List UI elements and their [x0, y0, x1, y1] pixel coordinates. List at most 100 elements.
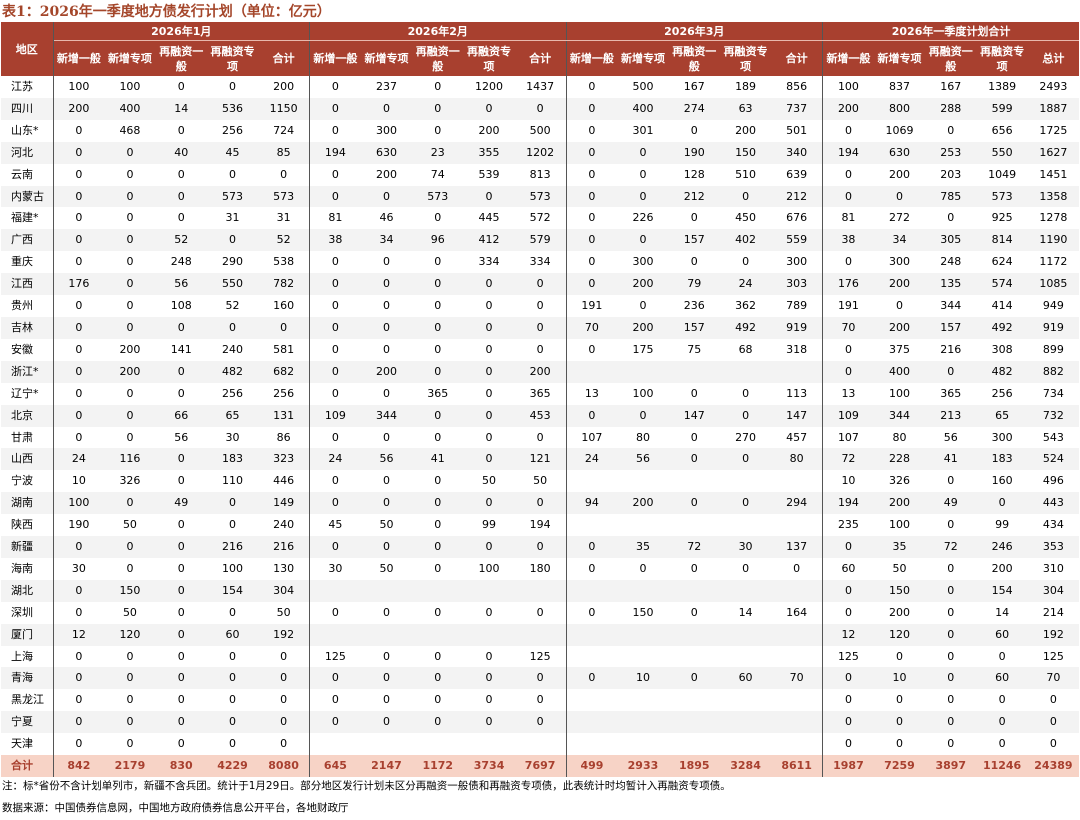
group-header-mar: 2026年3月	[566, 22, 824, 41]
value-cell: 34	[360, 229, 413, 252]
value-cell: 0	[566, 185, 618, 208]
value-cell: 0	[566, 141, 618, 164]
value-cell: 167	[683, 80, 705, 93]
value-cell: 2493	[1039, 80, 1068, 93]
region-cell: 湖南	[1, 492, 54, 515]
value-cell: 0	[514, 273, 567, 296]
region-cell: 云南	[1, 163, 54, 186]
column-header: 新增专项	[104, 40, 156, 76]
value-cell: 10	[841, 474, 856, 488]
value-cell: 200	[360, 360, 413, 383]
value-cell: 0	[514, 426, 567, 449]
value-cell: 0	[177, 474, 185, 488]
value-cell: 0	[434, 255, 442, 269]
value-cell: 0	[742, 561, 750, 575]
value-cell: 256	[991, 386, 1013, 400]
value-cell: 0	[947, 474, 955, 488]
value-cell: 35	[873, 536, 926, 558]
value-cell: 200	[258, 76, 311, 98]
value-cell: 0	[75, 123, 83, 137]
value-cell: 80	[892, 430, 907, 444]
value-cell: 0	[690, 255, 698, 269]
value-cell: 639	[771, 163, 824, 186]
value-cell: 0	[588, 605, 596, 619]
value-cell: 365	[940, 386, 962, 400]
value-cell: 56	[174, 430, 189, 444]
value-cell: 0	[639, 167, 647, 181]
table-row: 新疆 0 0 0 216 216 0 0 0 0 0 0 35 72 30 137 0 35 72 246 353	[1, 536, 1080, 558]
value-cell: 0	[998, 693, 1006, 707]
value-cell: 50	[892, 561, 907, 575]
value-cell: 0	[485, 342, 493, 356]
value-cell: 0	[514, 601, 567, 624]
value-cell: 10	[873, 667, 926, 690]
value-cell: 0	[947, 518, 955, 532]
value-cell: 0	[947, 561, 955, 575]
value-cell: 0	[155, 536, 207, 558]
value-cell: 304	[258, 579, 311, 602]
column-header: 再融资专项	[976, 40, 1028, 76]
value-cell: 0	[844, 737, 852, 751]
value-cell: 0	[947, 737, 955, 751]
value-cell: 0	[844, 693, 852, 707]
value-cell: 0	[668, 448, 720, 471]
value-cell: 344	[940, 299, 962, 313]
value-cell: 70	[1027, 667, 1080, 690]
value-cell: 194	[514, 514, 567, 537]
column-header: 新增专项	[873, 40, 926, 76]
value-cell: 559	[771, 229, 824, 252]
value-cell: 1451	[1039, 167, 1068, 181]
value-cell: 573	[206, 185, 259, 208]
region-cell: 四川	[1, 97, 54, 120]
value-cell: 0	[75, 386, 83, 400]
value-cell: 0	[895, 693, 903, 707]
region-cell: 北京	[1, 404, 54, 427]
value-cell: 167	[940, 80, 962, 93]
value-cell: 0	[126, 167, 134, 181]
value-cell: 157	[668, 316, 720, 339]
value-cell: 573	[514, 185, 567, 208]
value-cell: 30	[71, 561, 86, 575]
total-value-cell: 842	[53, 755, 105, 778]
value-cell: 0	[514, 338, 567, 361]
value-cell: 0	[126, 299, 134, 313]
region-cell: 内蒙古	[1, 185, 54, 208]
value-cell: 1437	[514, 76, 567, 98]
value-cell: 68	[738, 342, 753, 356]
value-cell: 0	[588, 342, 596, 356]
table-row: 深圳 0 50 0 0 50 0 0 0 0 0 0 150 0 14 164 0 200 0 14 214	[1, 601, 1079, 624]
region-header: 地区	[1, 22, 54, 76]
value-cell: 0	[947, 211, 955, 225]
value-cell: 0	[566, 667, 618, 690]
value-cell: 0	[360, 185, 413, 208]
value-cell: 0	[1049, 737, 1057, 751]
value-cell: 414	[991, 299, 1013, 313]
value-cell: 1358	[1027, 185, 1080, 208]
value-cell: 1190	[1027, 229, 1080, 252]
value-cell: 0	[463, 667, 515, 690]
value-cell: 200	[375, 167, 397, 181]
value-cell: 0	[206, 711, 259, 734]
value-cell: 301	[632, 123, 654, 137]
value-cell: 0	[177, 649, 185, 663]
value-cell: 0	[155, 579, 207, 602]
value-cell: 0	[588, 123, 596, 137]
value-cell: 31	[225, 211, 240, 225]
value-cell: 496	[1042, 474, 1064, 488]
value-cell: 0	[331, 167, 339, 181]
value-cell: 0	[844, 167, 852, 181]
value-cell: 34	[873, 229, 926, 252]
value-cell: 0	[177, 693, 185, 707]
value-cell: 125	[837, 649, 859, 663]
value-cell: 1725	[1039, 123, 1068, 137]
region-cell: 吉林	[1, 316, 54, 339]
column-header: 再融资一般	[925, 40, 977, 76]
value-cell: 60	[719, 667, 772, 690]
value-cell: 362	[735, 299, 757, 313]
value-cell: 100	[888, 386, 910, 400]
value-cell: 856	[771, 76, 824, 98]
value-cell: 0	[434, 299, 442, 313]
value-cell: 107	[581, 430, 603, 444]
table-row: 北京 0 0 66 65 131 109 344 0 0 453 0 0 147 0 147 109 344 213…	[1, 404, 1080, 427]
value-cell: 100	[68, 80, 90, 93]
